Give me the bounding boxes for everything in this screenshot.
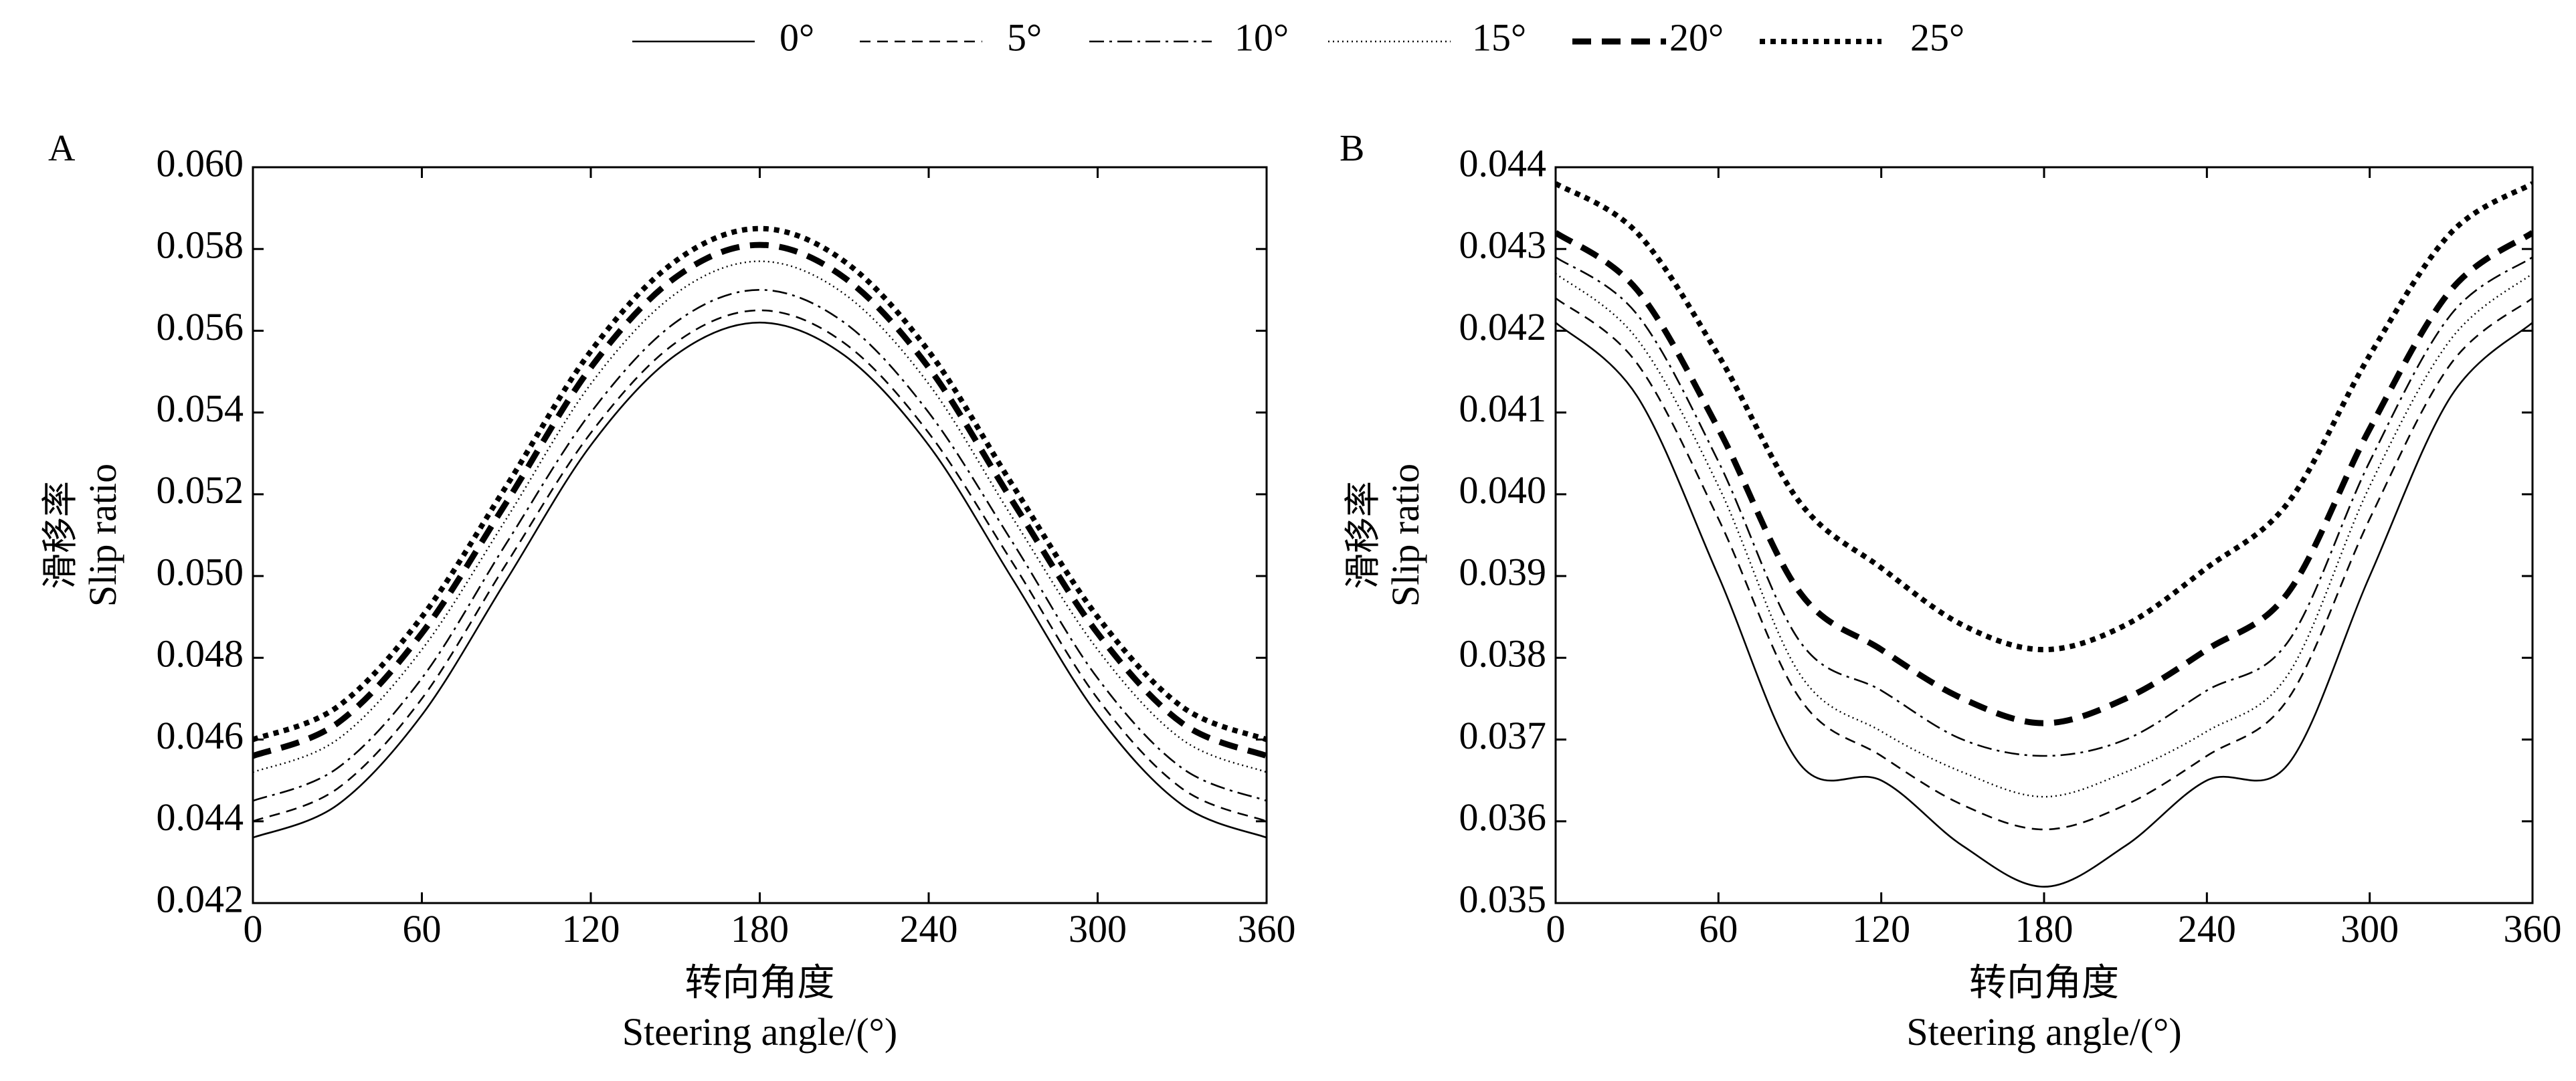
series-line-0deg (1556, 322, 2533, 888)
x-tick-label: 300 (1069, 907, 1127, 951)
x-tick-label: 120 (562, 907, 620, 951)
series-group (1556, 181, 2533, 888)
x-tick-label: 0 (244, 907, 263, 951)
y-tick-label: 0.046 (157, 714, 244, 757)
panel-label: B (1340, 128, 1364, 169)
y-tick-label: 0.035 (1459, 877, 1547, 920)
y-tick-label: 0.044 (1459, 141, 1547, 185)
series-line-0deg (253, 321, 1267, 839)
x-tick-label: 240 (2178, 907, 2236, 951)
legend-label: 25° (1910, 15, 1964, 59)
y-axis-label-en: Slip ratio (81, 464, 124, 607)
x-tick-label: 360 (2504, 907, 2562, 951)
y-tick-label: 0.036 (1459, 795, 1547, 839)
y-tick-label: 0.056 (157, 305, 244, 349)
y-tick-label: 0.042 (157, 877, 244, 920)
legend-label: 0° (779, 15, 814, 59)
y-tick-label: 0.043 (1459, 223, 1547, 267)
series-line-25deg (1556, 181, 2533, 653)
legend-label: 20° (1669, 15, 1724, 59)
series-line-15deg (253, 260, 1267, 773)
legend: 0° 5° 10° 15° 20° 25° (632, 15, 1964, 59)
y-tick-label: 0.037 (1459, 714, 1547, 757)
series-line-20deg (1556, 230, 2533, 726)
y-tick-label: 0.042 (1459, 305, 1547, 349)
y-tick-label: 0.050 (157, 550, 244, 593)
x-axis-label-en: Steering angle/(°) (622, 1010, 897, 1054)
y-tick-label: 0.048 (157, 632, 244, 676)
x-tick-label: 0 (1546, 907, 1566, 951)
x-tick-label: 300 (2340, 907, 2399, 951)
y-tick-label: 0.058 (157, 223, 244, 267)
series-line-10deg (1556, 256, 2533, 757)
series-line-20deg (253, 241, 1267, 759)
panel-b: B 0 60 120 180 240 300 360 0.035 0.036 0.037 0.038 0… (1340, 128, 2562, 1054)
series-group (253, 225, 1267, 839)
y-tick-label: 0.040 (1459, 468, 1547, 512)
y-tick-label: 0.052 (157, 468, 244, 512)
x-tick-label: 60 (1699, 907, 1738, 951)
plot-frame (1554, 166, 2534, 904)
x-axis-label-cn: 转向角度 (1969, 961, 2119, 1005)
legend-label: 5° (1007, 15, 1042, 59)
panel-a: A 0 60 120 180 240 300 360 0.042 0.044 0.046 0.048 0… (39, 128, 1296, 1054)
y-tick-label: 0.038 (1459, 632, 1547, 676)
x-tick-label: 60 (403, 907, 442, 951)
x-axis-label-cn: 转向角度 (685, 961, 835, 1005)
y-tick-label: 0.044 (157, 795, 244, 839)
panel-label: A (48, 128, 76, 169)
series-line-5deg (253, 309, 1267, 823)
legend-label: 10° (1234, 15, 1289, 59)
series-line-5deg (1556, 297, 2533, 831)
y-axis-label-en: Slip ratio (1384, 464, 1427, 607)
y-tick-label: 0.054 (157, 387, 244, 430)
x-tick-label: 180 (2015, 907, 2074, 951)
series-line-15deg (1556, 272, 2533, 798)
x-tick-label: 180 (731, 907, 789, 951)
y-tick-label: 0.060 (157, 141, 244, 185)
y-axis-label-cn: 滑移率 (39, 481, 81, 589)
x-tick-label: 360 (1238, 907, 1296, 951)
plot-frame (252, 166, 1268, 904)
y-tick-label: 0.041 (1459, 387, 1547, 430)
x-tick-label: 240 (900, 907, 958, 951)
x-axis-label-en: Steering angle/(°) (1906, 1010, 2181, 1054)
series-line-10deg (253, 288, 1267, 802)
legend-label: 15° (1472, 15, 1526, 59)
x-tick-label: 120 (1852, 907, 1910, 951)
y-axis-label-cn: 滑移率 (1342, 481, 1384, 589)
y-tick-label: 0.039 (1459, 550, 1547, 593)
series-line-25deg (253, 225, 1267, 743)
